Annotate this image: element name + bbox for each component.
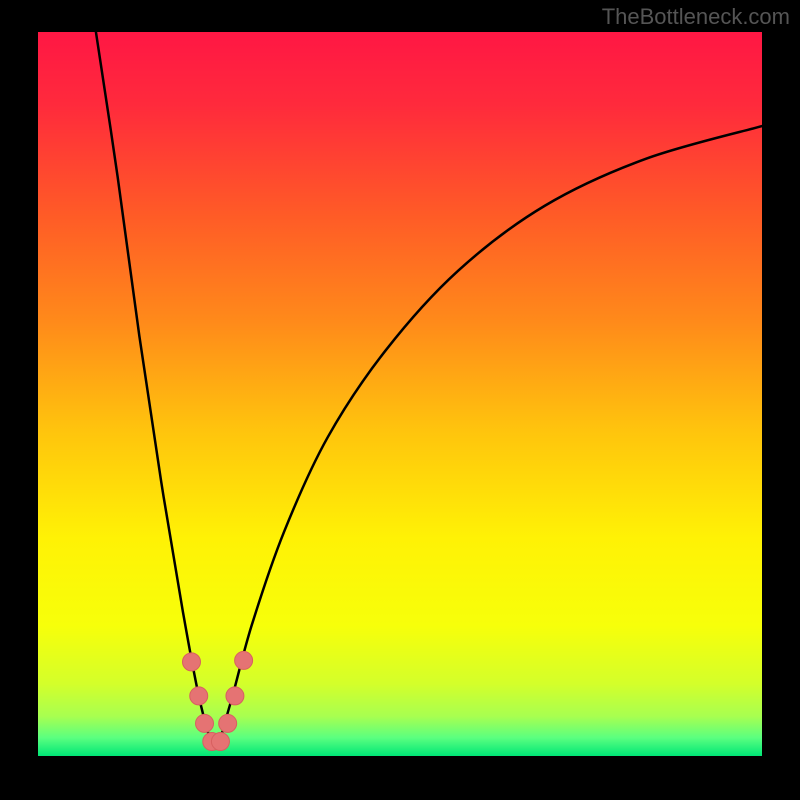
data-marker	[211, 733, 229, 751]
watermark-text: TheBottleneck.com	[602, 4, 790, 30]
gradient-background	[38, 32, 762, 756]
bottleneck-chart	[0, 0, 800, 800]
data-marker	[196, 714, 214, 732]
data-marker	[190, 687, 208, 705]
data-marker	[226, 687, 244, 705]
data-marker	[219, 714, 237, 732]
data-marker	[182, 653, 200, 671]
data-marker	[235, 651, 253, 669]
chart-container: TheBottleneck.com	[0, 0, 800, 800]
